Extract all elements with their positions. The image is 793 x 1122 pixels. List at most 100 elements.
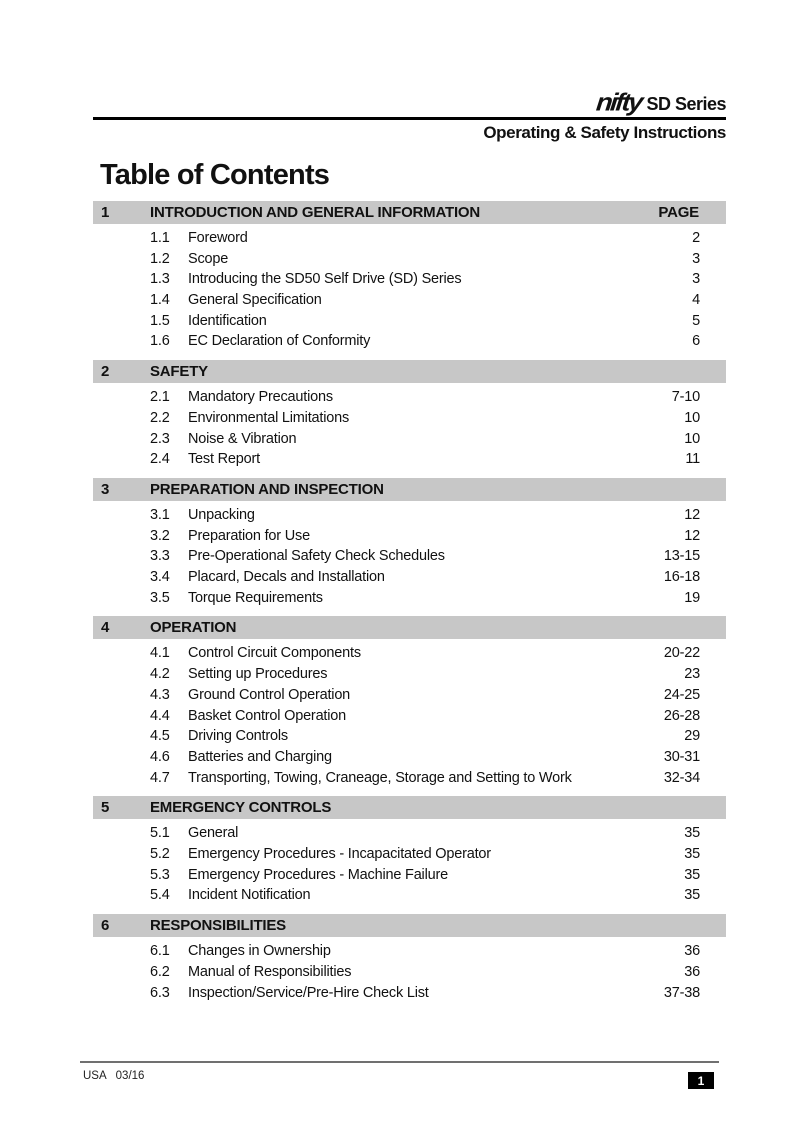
- toc-entry-number: 2.2: [150, 409, 170, 426]
- toc-entry-label: Setting up Procedures: [188, 666, 328, 683]
- toc-entry: 3.1 Unpacking 12: [93, 505, 726, 526]
- toc-entry: 6.1 Changes in Ownership 36: [93, 941, 726, 962]
- toc-entry-label: Changes in Ownership: [188, 943, 331, 960]
- toc-entry-label: Unpacking: [188, 506, 255, 523]
- toc-entry-number: 1.5: [150, 312, 170, 329]
- toc-entry-label: Control Circuit Components: [188, 645, 361, 662]
- toc-entry: 2.1 Mandatory Precautions 7-10: [93, 387, 726, 408]
- toc-entry-page: 10: [684, 409, 700, 426]
- toc-entry-label: Manual of Responsibilities: [188, 963, 352, 980]
- toc-entry-label: Preparation for Use: [188, 527, 310, 544]
- toc-entry-number: 4.3: [150, 686, 170, 703]
- footer-row: USA 03/16 1: [80, 1063, 719, 1089]
- toc-entry-number: 5.3: [150, 866, 170, 883]
- page-header: nifty SD Series Operating & Safety Instr…: [93, 0, 726, 143]
- toc-entry-label: Pre-Operational Safety Check Schedules: [188, 548, 445, 565]
- toc-entry: 6.2 Manual of Responsibilities 36: [93, 962, 726, 983]
- section-title: INTRODUCTION AND GENERAL INFORMATION: [150, 203, 481, 221]
- toc-entry: 4.6 Batteries and Charging 30-31: [93, 747, 726, 768]
- toc-entry-page: 24-25: [663, 686, 700, 703]
- toc-entry: 2.2 Environmental Limitations 10: [93, 408, 726, 429]
- toc-entry-label: Environmental Limitations: [188, 409, 350, 426]
- toc-entry-number: 3.3: [150, 548, 170, 565]
- toc-entry: 3.2 Preparation for Use 12: [93, 526, 726, 547]
- page-number-badge: 1: [688, 1072, 714, 1089]
- toc-entry: 1.2 Scope 3: [93, 249, 726, 270]
- section-title: OPERATION: [150, 619, 237, 637]
- brand-row: nifty SD Series: [93, 88, 727, 117]
- toc-entry-page: 12: [684, 527, 700, 544]
- toc-entry: 4.4 Basket Control Operation 26-28: [93, 706, 726, 727]
- toc-entry: 2.4 Test Report 11: [93, 449, 726, 470]
- toc-entry-page: 35: [684, 866, 700, 883]
- doc-subtitle: Operating & Safety Instructions: [483, 123, 726, 142]
- toc-entry-page: 35: [684, 825, 700, 842]
- section-header-bar: 4 OPERATION: [93, 616, 726, 640]
- footer-rule: [80, 1061, 719, 1063]
- toc-entry-number: 4.1: [150, 645, 170, 662]
- toc-entry-page: 29: [684, 728, 700, 745]
- toc-entry-page: 12: [684, 506, 700, 523]
- page-title: Table of Contents: [100, 159, 330, 191]
- toc-entry-label: Test Report: [188, 451, 260, 468]
- toc-entry: 4.3 Ground Control Operation 24-25: [93, 685, 726, 706]
- toc-entry-page: 4: [692, 292, 700, 308]
- toc-entry-label: Inspection/Service/Pre-Hire Check List: [188, 984, 429, 1001]
- toc-entry-page: 3: [692, 250, 700, 267]
- toc-entry-page: 7-10: [671, 389, 700, 406]
- toc-entry-label: Ground Control Operation: [188, 686, 351, 703]
- section-header-bar: 1 INTRODUCTION AND GENERAL INFORMATION PAG…: [93, 200, 726, 224]
- toc-entry-page: 36: [684, 963, 700, 980]
- toc-entry-number: 1.3: [150, 271, 170, 288]
- toc-entry: 3.3 Pre-Operational Safety Check Schedule…: [93, 546, 726, 567]
- toc-entry-page: 3: [692, 271, 700, 288]
- section-number: 6: [101, 917, 110, 935]
- toc-entry-page: 5: [692, 312, 700, 329]
- toc-entry-number: 5.2: [150, 846, 170, 863]
- section-header-bar: 5 EMERGENCY CONTROLS: [93, 796, 726, 820]
- toc-entry-label: Mandatory Precautions: [188, 389, 333, 406]
- toc-entry: 1.3 Introducing the SD50 Self Drive (SD) …: [93, 269, 726, 290]
- toc-entry-page: 37-38: [663, 984, 700, 1001]
- toc-entry-label: Driving Controls: [188, 728, 288, 745]
- toc-entry-number: 4.6: [150, 748, 170, 765]
- toc-entry: 4.2 Setting up Procedures 23: [93, 664, 726, 685]
- section-number: 3: [101, 480, 110, 498]
- toc-entry-page: 35: [684, 846, 700, 863]
- toc-entry-label: Incident Notification: [188, 887, 311, 904]
- toc-entry-number: 5.1: [150, 825, 170, 842]
- content-area: nifty SD Series Operating & Safety Instr…: [93, 0, 726, 1011]
- toc-entry: 3.5 Torque Requirements 19: [93, 588, 726, 609]
- toc-section: 5 EMERGENCY CONTROLS 5.1 General 35 5.2 Emerge…: [93, 796, 726, 906]
- toc-entry-page: 11: [685, 451, 700, 468]
- toc-entry-label: Emergency Procedures - Incapacitated Ope…: [188, 846, 491, 863]
- toc-entry-page: 26-28: [663, 707, 700, 724]
- toc-entry-label: Torque Requirements: [188, 589, 323, 606]
- footer-region: USA: [83, 1070, 107, 1082]
- section-header-bar: 6 RESPONSIBILITIES: [93, 914, 726, 938]
- toc-entry-page: 19: [684, 589, 700, 606]
- toc-entry: 1.5 Identification 5: [93, 311, 726, 332]
- page-column-label: PAGE: [658, 203, 699, 221]
- toc-entry: 5.3 Emergency Procedures - Machine Failur…: [93, 865, 726, 886]
- toc-entry-page: 32-34: [663, 769, 700, 786]
- toc-entry-number: 4.2: [150, 666, 170, 683]
- section-header-bar: 3 PREPARATION AND INSPECTION: [93, 477, 726, 501]
- toc-entry-page: 16-18: [663, 569, 700, 586]
- section-number: 2: [101, 363, 110, 381]
- toc-entry-label: Identification: [188, 312, 267, 329]
- toc-entry-page: 30-31: [663, 748, 700, 765]
- toc-entry: 1.6 EC Declaration of Conformity 6: [93, 331, 726, 352]
- section-title: EMERGENCY CONTROLS: [150, 799, 332, 817]
- toc-entry-number: 3.1: [150, 506, 170, 523]
- toc-entry: 1.4 General Specification 4: [93, 290, 726, 311]
- toc-entry: 4.7 Transporting, Towing, Craneage, Stora…: [93, 768, 726, 789]
- toc-entry: 4.1 Control Circuit Components 20-22: [93, 643, 726, 664]
- toc-section: 1 INTRODUCTION AND GENERAL INFORMATION PAG…: [93, 200, 726, 352]
- toc-entry-page: 35: [684, 887, 700, 904]
- toc-section: 3 PREPARATION AND INSPECTION 3.1 Unpacking 1…: [93, 477, 726, 609]
- toc-entry-number: 2.1: [150, 389, 170, 406]
- toc-entry-number: 1.4: [150, 292, 170, 308]
- toc-entry-number: 2.3: [150, 430, 170, 447]
